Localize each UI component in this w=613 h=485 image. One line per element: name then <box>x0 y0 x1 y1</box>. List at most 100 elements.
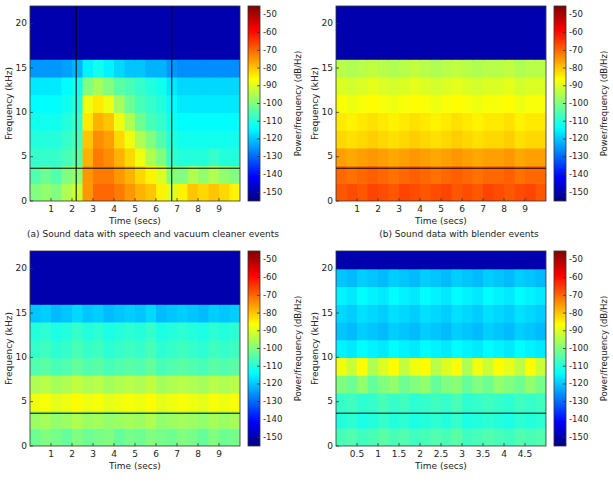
cell <box>462 393 473 411</box>
cell <box>219 375 230 393</box>
cell <box>219 130 230 148</box>
cell <box>219 251 230 269</box>
cell <box>188 183 199 201</box>
colorbar-title: Power/frequency (dB/Hz) <box>599 296 609 401</box>
cell <box>399 77 410 95</box>
cell <box>114 393 125 411</box>
cell <box>452 375 463 393</box>
cell <box>167 322 178 340</box>
cell <box>336 251 347 269</box>
cell <box>515 183 526 201</box>
cell <box>209 41 220 59</box>
cell <box>483 41 494 59</box>
cell <box>515 59 526 77</box>
cell <box>536 183 547 201</box>
y-axis-title: Frequency (kHz) <box>4 67 14 140</box>
cell <box>389 357 400 375</box>
cell <box>515 304 526 322</box>
y-tick-label: 5 <box>21 396 27 406</box>
cell <box>504 251 515 269</box>
cell <box>410 269 421 287</box>
colorbar-tick <box>563 103 566 104</box>
cell <box>525 130 536 148</box>
cell <box>525 357 536 375</box>
cell <box>135 77 146 95</box>
y-tick-label: 15 <box>16 308 27 318</box>
x-tick-label: 4 <box>111 449 117 459</box>
colorbar-tick <box>257 277 260 278</box>
colorbar-tick-label: -100 <box>263 343 282 353</box>
cell <box>347 95 358 113</box>
cell <box>156 428 167 446</box>
cell <box>146 428 157 446</box>
cell <box>230 340 241 358</box>
cell <box>336 59 347 77</box>
x-tick <box>441 198 442 201</box>
colorbar-tick <box>257 174 260 175</box>
cell <box>357 251 368 269</box>
cell <box>483 286 494 304</box>
cell <box>347 148 358 166</box>
cell <box>72 269 83 287</box>
cell <box>230 357 241 375</box>
cell <box>72 6 83 24</box>
colorbar-tick <box>257 68 260 69</box>
x-tick <box>93 443 94 446</box>
colorbar-tick <box>257 437 260 438</box>
cell <box>336 183 347 201</box>
cell <box>441 41 452 59</box>
cell <box>104 41 115 59</box>
cell <box>93 286 104 304</box>
cell <box>125 428 136 446</box>
cell <box>378 130 389 148</box>
cell <box>462 95 473 113</box>
cell <box>83 148 94 166</box>
cell <box>525 286 536 304</box>
cell <box>504 428 515 446</box>
cell <box>114 6 125 24</box>
cell <box>72 322 83 340</box>
cell <box>462 286 473 304</box>
cell <box>441 428 452 446</box>
cell <box>452 428 463 446</box>
y-tick <box>30 357 33 358</box>
cell <box>347 304 358 322</box>
colorbar-tick <box>257 295 260 296</box>
cell <box>494 95 505 113</box>
cell <box>399 251 410 269</box>
x-tick-label: 8 <box>195 204 201 214</box>
cell <box>93 251 104 269</box>
cell <box>473 340 484 358</box>
cell <box>431 130 442 148</box>
cell <box>515 95 526 113</box>
cell <box>114 322 125 340</box>
cell <box>219 357 230 375</box>
cell <box>420 130 431 148</box>
panel: 12345678905101520Time (secs)Frequency (k… <box>310 6 609 239</box>
cell <box>441 148 452 166</box>
cell <box>483 340 494 358</box>
x-tick <box>525 198 526 201</box>
cell <box>125 112 136 130</box>
cell <box>125 269 136 287</box>
colorbar-tick <box>563 366 566 367</box>
cell <box>483 112 494 130</box>
cell <box>515 428 526 446</box>
cell <box>230 24 241 42</box>
cell <box>473 183 484 201</box>
colorbar-tick <box>563 259 566 260</box>
cell <box>83 357 94 375</box>
cell <box>462 24 473 42</box>
cell <box>156 393 167 411</box>
cell <box>441 340 452 358</box>
colorbar-tick <box>563 383 566 384</box>
cell <box>431 251 442 269</box>
cell <box>188 286 199 304</box>
colorbar-tick-label: -150 <box>569 187 588 197</box>
cell <box>452 112 463 130</box>
cell <box>336 375 347 393</box>
cell <box>347 59 358 77</box>
cell <box>51 304 62 322</box>
caption: (a) Sound data with speech and vacuum cl… <box>27 229 279 239</box>
x-tick <box>93 198 94 201</box>
